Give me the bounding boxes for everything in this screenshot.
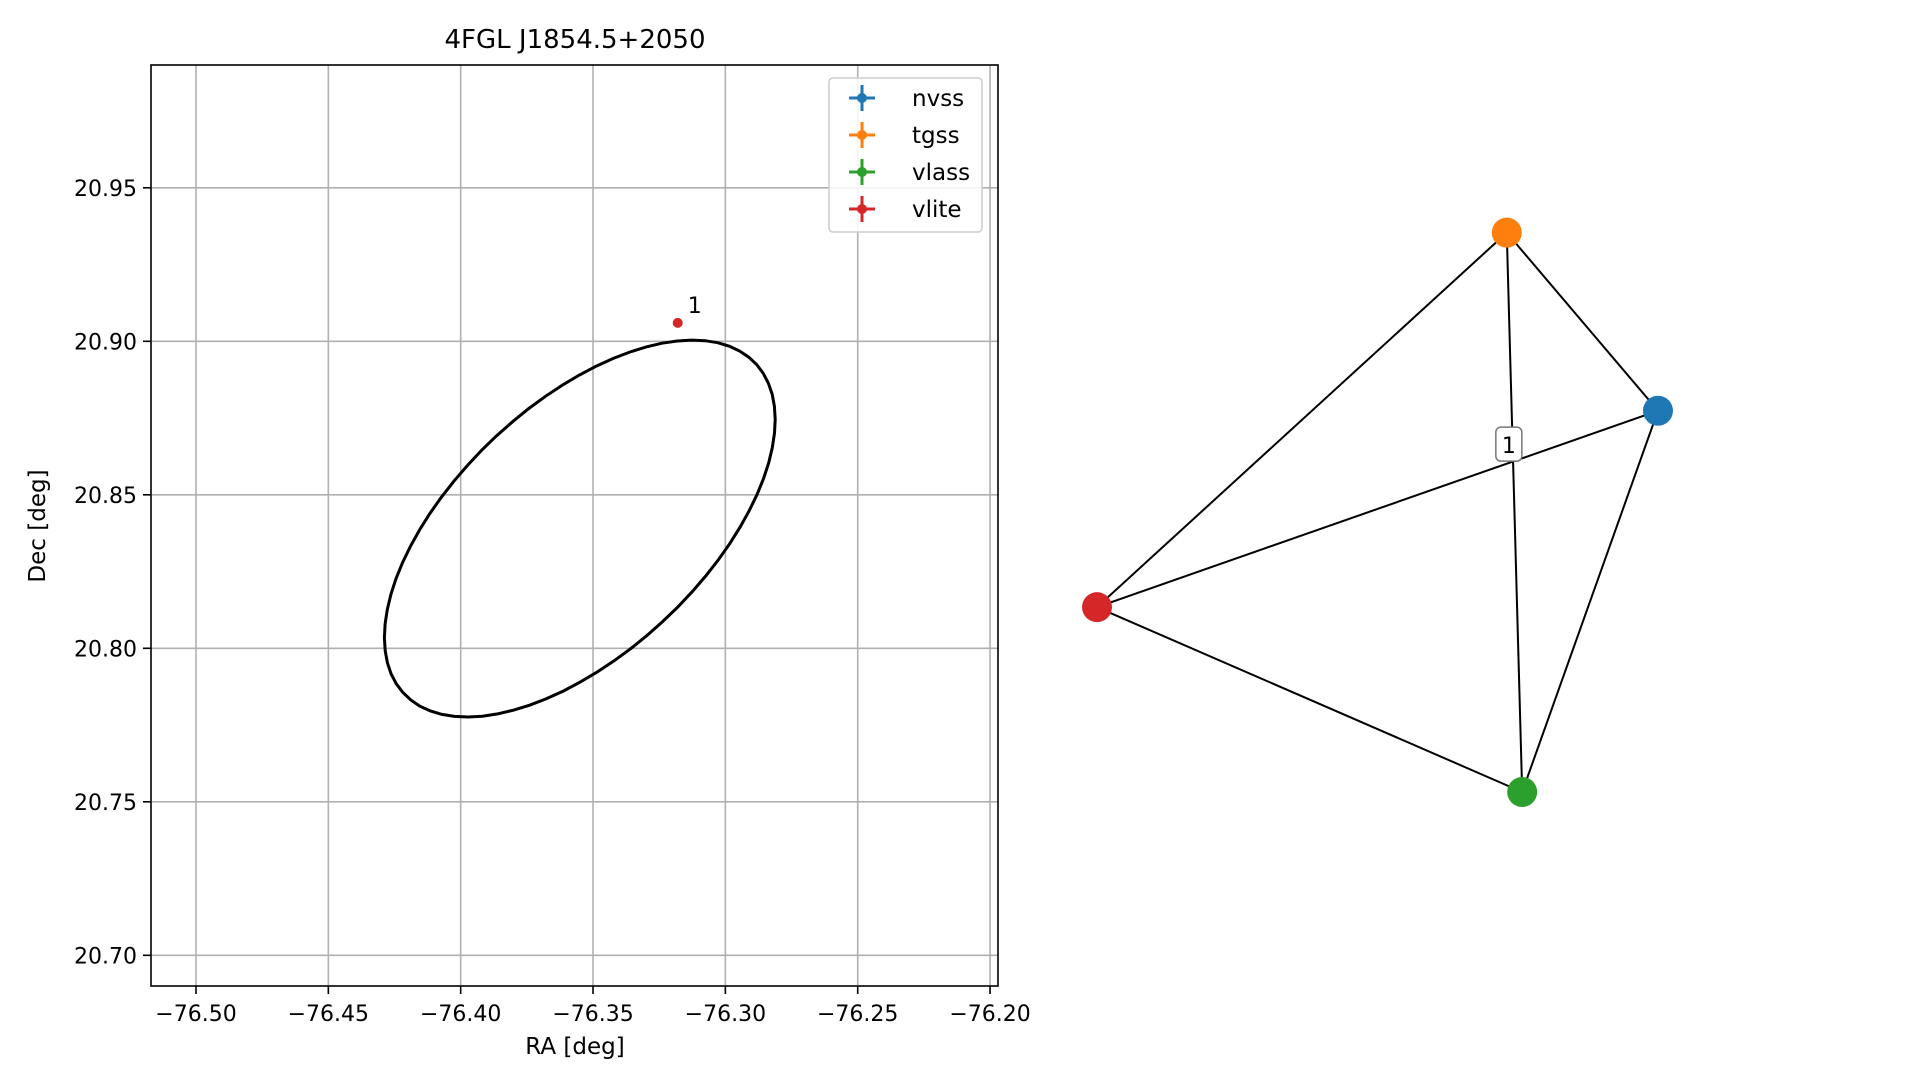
network-panel: 1 <box>1082 217 1673 807</box>
network-edge-vlite-nvss <box>1096 409 1659 609</box>
network-node-nvss <box>1642 395 1673 426</box>
network-edge-tgss-vlass <box>1505 232 1524 793</box>
x-axis-ticks: −76.50 −76.45 −76.40 −76.35 −76.30 −76.25 −76.… <box>155 986 1031 1027</box>
scatter-points: 1 <box>672 294 702 328</box>
ellipse-outline <box>382 338 777 719</box>
legend-marker-vlass <box>857 167 867 177</box>
y-axis-ticks: 20.70 20.75 20.80 20.85 20.90 20.95 <box>74 177 151 969</box>
y-tick-label: 20.90 <box>74 330 137 355</box>
axes-frame <box>150 64 999 987</box>
y-tick-label: 20.95 <box>74 177 137 202</box>
y-tick-label: 20.75 <box>74 791 137 816</box>
grid-lines <box>151 65 998 986</box>
y-tick-label: 20.85 <box>74 484 137 509</box>
scatter-point-vlite <box>672 317 683 328</box>
network-edge-tgss-nvss <box>1506 231 1659 412</box>
network-edge-labels: 1 <box>1495 426 1523 462</box>
network-nodes <box>1082 217 1673 807</box>
legend-label-vlass: vlass <box>912 160 970 186</box>
x-tick-label: −76.50 <box>155 1002 236 1027</box>
legend-label-nvss: nvss <box>912 86 964 112</box>
network-edge-nvss-vlass <box>1521 410 1659 793</box>
network-edge-vlite-tgss <box>1096 231 1508 608</box>
y-tick-label: 20.80 <box>74 637 137 662</box>
network-edges <box>1096 231 1659 793</box>
network-node-vlass <box>1507 777 1538 807</box>
y-tick-label: 20.70 <box>74 944 137 969</box>
chart-title: 4FGL J1854.5+2050 <box>445 25 706 55</box>
legend-items: nvss tgss vlass vlite <box>849 85 970 223</box>
point-annotation: 1 <box>688 294 702 319</box>
error-ellipse <box>382 338 777 719</box>
edge-label-box <box>1495 426 1523 462</box>
legend-box <box>828 77 983 233</box>
legend-marker-vlite <box>857 204 867 214</box>
legend-marker-tgss <box>857 130 867 140</box>
x-tick-label: −76.25 <box>817 1002 898 1027</box>
x-tick-label: −76.40 <box>420 1002 501 1027</box>
y-axis-label: Dec [deg] <box>25 469 51 582</box>
legend-label-tgss: tgss <box>912 123 960 149</box>
network-node-tgss <box>1491 217 1522 248</box>
x-tick-label: −76.45 <box>288 1002 369 1027</box>
x-tick-label: −76.20 <box>949 1002 1030 1027</box>
x-tick-label: −76.30 <box>685 1002 766 1027</box>
scatter-panel: 1 −76.50 −76.45 −76.40 −76.35 −76.30 −76.25 −7… <box>25 25 1031 1060</box>
legend-marker-nvss <box>857 93 867 103</box>
edge-label-text: 1 <box>1502 434 1516 459</box>
legend: nvss tgss vlass vlite <box>828 77 983 233</box>
legend-label-vlite: vlite <box>912 197 962 223</box>
network-edge-vlite-vlass <box>1096 606 1523 793</box>
network-node-vlite <box>1082 592 1112 623</box>
x-tick-label: −76.35 <box>552 1002 633 1027</box>
x-axis-label: RA [deg] <box>525 1034 624 1060</box>
